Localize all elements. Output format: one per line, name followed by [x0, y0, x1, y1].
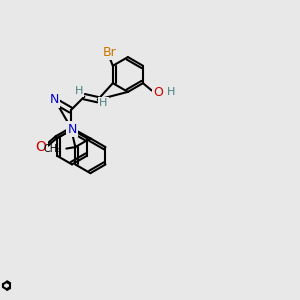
- Text: Br: Br: [103, 46, 117, 59]
- Text: CH₃: CH₃: [44, 144, 62, 154]
- Text: N: N: [68, 123, 77, 136]
- Text: N: N: [50, 94, 59, 106]
- Text: H: H: [167, 87, 175, 97]
- Text: H: H: [75, 86, 83, 96]
- Text: H: H: [99, 98, 107, 108]
- Text: O: O: [35, 140, 46, 154]
- Text: O: O: [153, 86, 163, 99]
